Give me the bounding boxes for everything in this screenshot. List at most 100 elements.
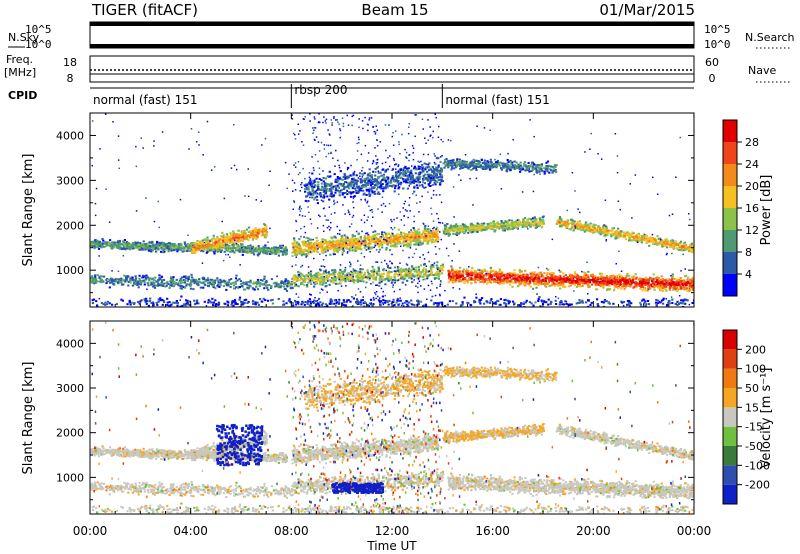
power-cell	[448, 273, 451, 276]
power-cell	[508, 224, 511, 227]
power-cell	[498, 283, 501, 285]
power-cell	[455, 277, 458, 280]
power-cell	[533, 220, 536, 223]
power-cell	[326, 243, 329, 246]
power-cell	[469, 164, 472, 167]
power-cell	[505, 170, 509, 173]
power-cell	[431, 174, 434, 177]
power-cell	[624, 283, 627, 286]
power-cell	[503, 282, 506, 285]
power-cell	[547, 268, 550, 271]
power-cell	[393, 243, 397, 246]
power-cell	[138, 247, 141, 249]
power-cell	[475, 169, 478, 171]
power-cell	[102, 242, 105, 245]
power-cell	[334, 241, 337, 243]
power-cell	[452, 158, 455, 161]
power-cell	[386, 184, 389, 187]
power-cell	[258, 251, 261, 254]
power-cell	[650, 277, 654, 280]
power-cell	[480, 158, 483, 161]
power-cell	[631, 277, 634, 280]
power-cell	[339, 191, 342, 194]
power-cell	[322, 240, 325, 243]
power-cell	[484, 228, 487, 231]
power-cell	[520, 280, 523, 283]
power-cell	[175, 248, 178, 251]
power-cell	[324, 242, 327, 245]
power-cell	[304, 188, 307, 190]
power-cell	[523, 225, 527, 228]
power-cell	[307, 191, 310, 194]
power-cell	[393, 238, 396, 241]
power-cell	[413, 243, 416, 246]
power-cell	[479, 225, 482, 228]
power-cell	[513, 269, 516, 272]
power-cell	[459, 273, 462, 276]
power-cell	[532, 287, 535, 290]
power-cell	[163, 248, 166, 251]
power-cell	[508, 165, 511, 168]
power-cell	[434, 240, 437, 243]
power-cell	[428, 162, 431, 165]
power-cell	[320, 182, 323, 185]
power-cell	[659, 278, 662, 281]
power-cell	[307, 187, 310, 190]
power-cell	[661, 287, 664, 290]
power-cell	[351, 244, 355, 247]
power-cell	[131, 245, 134, 248]
power-cell	[668, 279, 671, 282]
power-cell	[657, 277, 660, 279]
power-cell	[317, 242, 321, 245]
power-cell	[168, 245, 171, 248]
power-cell	[367, 242, 370, 245]
power-cell	[631, 279, 634, 282]
power-cell	[500, 220, 503, 222]
power-cell	[541, 283, 544, 286]
power-cell	[568, 273, 572, 276]
power-cell	[472, 158, 475, 161]
power-cell	[482, 275, 485, 278]
power-cell	[400, 171, 403, 174]
power-cell	[535, 219, 538, 222]
power-cell	[493, 223, 496, 226]
power-cell	[330, 192, 333, 195]
power-cell	[477, 163, 480, 166]
power-cell	[552, 167, 556, 170]
power-cell	[433, 232, 436, 235]
power-cell	[530, 279, 533, 282]
power-cell	[273, 246, 276, 249]
power-cell	[353, 182, 356, 185]
power-cell	[136, 247, 139, 250]
power-cell	[417, 173, 420, 176]
power-cell	[340, 182, 343, 185]
power-cell	[489, 160, 492, 163]
power-cell	[337, 179, 340, 182]
power-cell	[444, 228, 447, 231]
power-cell	[409, 172, 412, 175]
power-cell	[619, 279, 622, 282]
power-cell	[608, 282, 611, 285]
power-cell	[307, 251, 310, 254]
power-cell	[446, 163, 449, 166]
power-cell	[572, 275, 575, 278]
power-cell	[359, 235, 362, 238]
power-cell	[420, 171, 423, 174]
power-cell	[473, 167, 476, 169]
power-cell	[451, 275, 455, 277]
power-cell	[497, 273, 500, 276]
power-cell	[538, 222, 541, 225]
power-cell	[498, 268, 501, 271]
power-cell	[600, 277, 603, 280]
power-cell	[386, 178, 389, 181]
power-cell	[170, 247, 173, 250]
power-cell	[352, 195, 355, 198]
power-cell	[325, 184, 328, 187]
power-cell	[414, 239, 417, 242]
power-cell	[324, 182, 327, 185]
power-cell	[422, 240, 425, 243]
power-cell	[122, 242, 126, 245]
power-cell	[359, 246, 362, 249]
power-cell	[575, 286, 579, 288]
power-cell	[459, 227, 462, 230]
